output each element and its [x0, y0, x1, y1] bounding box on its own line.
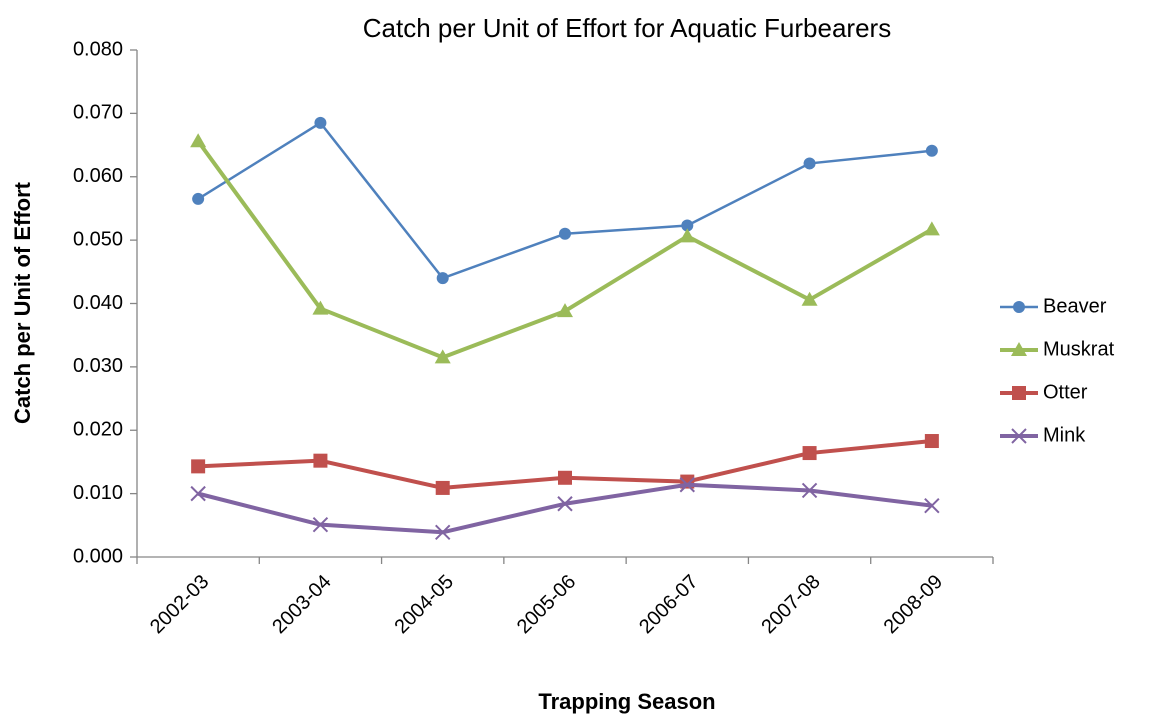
- y-tick-label: 0.070: [73, 102, 123, 124]
- data-point: [803, 157, 816, 170]
- y-tick-label: 0.010: [73, 482, 123, 504]
- data-point: [679, 477, 695, 493]
- data-point: [190, 485, 206, 502]
- data-point: [924, 497, 940, 514]
- y-tick-label: 0.000: [73, 545, 123, 567]
- data-point: [435, 480, 450, 495]
- x-tick-label: 2003-04: [268, 571, 335, 638]
- data-point: [559, 227, 571, 240]
- x-tick-label: 2002-03: [146, 571, 213, 638]
- data-point: [924, 434, 939, 449]
- data-point: [557, 496, 573, 512]
- y-axis-title: Catch per Unit of Effort: [10, 181, 35, 424]
- y-tick-label: 0.040: [73, 292, 123, 314]
- series-line: [197, 482, 933, 535]
- series-line: [197, 121, 932, 280]
- legend-marker: [1011, 342, 1027, 356]
- data-point: [191, 459, 206, 474]
- data-point: [192, 192, 205, 205]
- x-tick-label: 2005-06: [513, 571, 580, 638]
- legend-marker: [1013, 301, 1025, 313]
- y-tick-label: 0.030: [73, 355, 123, 377]
- y-tick-label: 0.050: [73, 228, 123, 250]
- x-tick-label: 2004-05: [391, 571, 458, 638]
- legend-label: Muskrat: [1043, 338, 1115, 360]
- data-point: [312, 516, 329, 533]
- x-tick-label: 2007-08: [757, 571, 824, 638]
- y-tick-label: 0.080: [73, 38, 123, 60]
- data-point: [679, 228, 696, 243]
- series-line: [196, 140, 933, 360]
- legend-marker: [1012, 386, 1026, 400]
- x-axis-title: Trapping Season: [538, 689, 715, 714]
- data-point: [802, 446, 817, 461]
- data-point: [801, 482, 818, 499]
- data-point: [681, 219, 694, 232]
- data-point: [923, 221, 940, 236]
- data-point: [925, 144, 938, 157]
- legend-label: Otter: [1043, 381, 1088, 403]
- data-point: [558, 470, 572, 485]
- data-point: [313, 453, 328, 468]
- x-tick-label: 2008-09: [880, 571, 947, 638]
- legend-label: Beaver: [1043, 295, 1107, 317]
- legend-label: Mink: [1043, 424, 1086, 446]
- chart-title: Catch per Unit of Effort for Aquatic Fur…: [363, 13, 891, 43]
- data-point: [312, 300, 329, 315]
- data-point: [436, 272, 449, 285]
- data-point: [314, 116, 327, 129]
- data-point: [801, 291, 818, 306]
- y-tick-label: 0.060: [73, 165, 123, 187]
- data-point: [557, 303, 573, 318]
- y-tick-label: 0.020: [73, 419, 123, 441]
- data-point: [435, 524, 451, 540]
- x-tick-label: 2006-07: [635, 571, 702, 638]
- legend-marker: [1011, 428, 1027, 444]
- data-point: [190, 133, 207, 148]
- data-point: [434, 349, 451, 364]
